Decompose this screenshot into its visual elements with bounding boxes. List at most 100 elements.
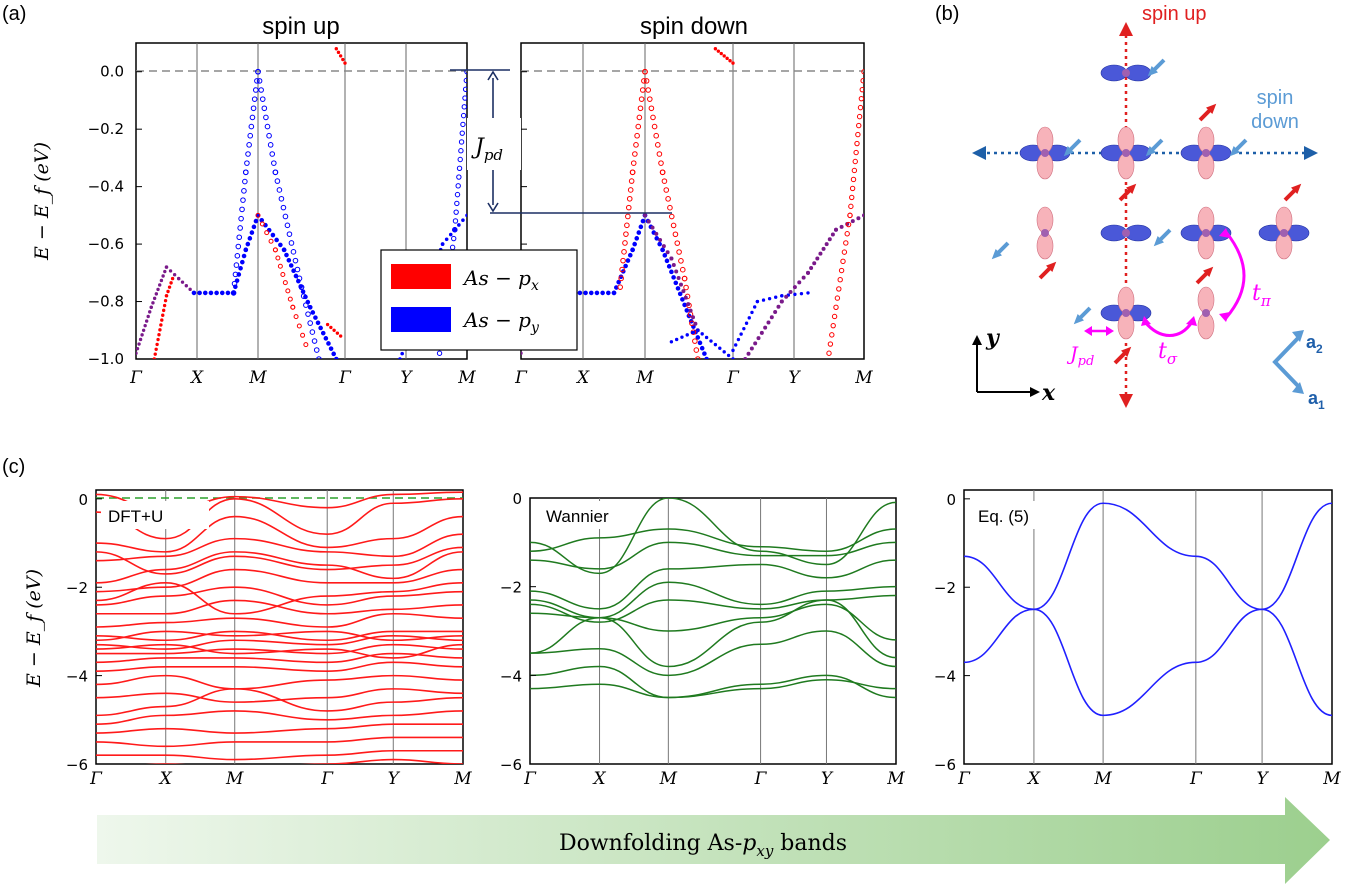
band-point bbox=[249, 114, 256, 121]
band-point bbox=[267, 142, 274, 148]
orbital-center bbox=[1041, 229, 1049, 237]
panel-a-ktick-left: Y bbox=[400, 368, 413, 388]
band-point bbox=[241, 253, 247, 259]
band-point bbox=[316, 356, 322, 359]
band-point bbox=[692, 338, 698, 344]
axis-y-label: y bbox=[985, 325, 1001, 351]
band-point bbox=[461, 218, 465, 222]
ktick-label: X bbox=[158, 769, 173, 789]
band-point bbox=[303, 342, 309, 348]
band-point bbox=[750, 310, 754, 315]
panel-c3-frame bbox=[963, 489, 1333, 765]
dft-tag: DFT+U bbox=[108, 507, 163, 526]
band-line bbox=[96, 551, 463, 584]
band-point bbox=[219, 290, 225, 296]
band-point bbox=[834, 227, 838, 232]
band-point bbox=[761, 298, 766, 302]
panel-a-ytick-label: 0.0 bbox=[100, 63, 124, 81]
band-point bbox=[821, 246, 826, 251]
band-point bbox=[255, 68, 261, 75]
band-point bbox=[180, 280, 185, 284]
band-point bbox=[286, 231, 293, 237]
t-sigma-arc bbox=[1143, 321, 1194, 337]
band-point bbox=[141, 328, 146, 332]
band-point bbox=[255, 212, 261, 218]
spin-up-label: spin up bbox=[1142, 3, 1207, 25]
panel-c1-bands bbox=[96, 491, 463, 764]
band-point bbox=[840, 258, 846, 265]
band-point bbox=[675, 286, 681, 291]
band-point bbox=[294, 266, 301, 273]
band-point bbox=[164, 265, 169, 269]
ktick-label: Γ bbox=[320, 769, 334, 789]
band-point bbox=[739, 332, 743, 336]
band-point bbox=[334, 356, 339, 359]
panel-a: spin up spin down E − E_f (eV) 0.0 −0.2 −0… bbox=[31, 13, 873, 388]
band-point bbox=[331, 351, 336, 357]
band-point bbox=[246, 142, 252, 148]
band-point bbox=[660, 247, 665, 253]
band-point bbox=[238, 215, 244, 222]
t-pi-arc bbox=[1224, 231, 1246, 319]
band-point bbox=[788, 289, 793, 294]
band-point bbox=[177, 276, 181, 281]
band-point bbox=[658, 237, 663, 242]
ktick-label: X bbox=[591, 769, 606, 789]
band-point bbox=[690, 330, 695, 335]
band-point bbox=[755, 299, 760, 304]
band-line bbox=[530, 559, 896, 610]
band-point bbox=[686, 302, 691, 307]
band-point bbox=[621, 249, 627, 255]
band-line bbox=[96, 688, 463, 717]
band-point bbox=[341, 57, 345, 62]
band-point bbox=[163, 269, 167, 274]
ktick-label: M bbox=[225, 769, 244, 789]
band-point bbox=[801, 275, 806, 280]
band-point bbox=[676, 276, 681, 281]
panel-b: spin up spin down tπ tσ Jpd x y a2 bbox=[972, 3, 1325, 412]
legend-swatch-py bbox=[391, 307, 451, 332]
ktick-label: Y bbox=[821, 769, 834, 789]
ktick-label: M bbox=[1093, 769, 1112, 789]
band-point bbox=[681, 289, 686, 294]
band-point bbox=[806, 270, 810, 275]
band-point bbox=[623, 263, 628, 269]
orbital-center bbox=[1202, 309, 1210, 317]
band-point bbox=[685, 333, 689, 337]
band-point bbox=[151, 301, 155, 305]
band-point bbox=[282, 213, 289, 220]
band-point bbox=[650, 225, 655, 230]
band-point bbox=[674, 337, 679, 342]
ktick-label: M bbox=[886, 769, 905, 789]
panel-a-title-spin-down: spin down bbox=[640, 13, 748, 40]
band-point bbox=[293, 314, 299, 320]
band-point bbox=[286, 257, 292, 263]
band-point bbox=[588, 290, 594, 296]
panel-a-kticks: Γ ΓX XM MΓ ΓY YM M bbox=[129, 368, 873, 388]
band-point bbox=[160, 318, 164, 322]
band-line bbox=[96, 586, 463, 606]
band-point bbox=[296, 323, 302, 329]
orbital-center bbox=[1280, 229, 1288, 237]
band-point bbox=[290, 249, 297, 255]
wannier-tag-bg bbox=[540, 501, 636, 529]
band-point bbox=[232, 271, 239, 278]
band-point bbox=[400, 351, 404, 356]
band-point bbox=[734, 343, 738, 347]
band-point bbox=[277, 263, 283, 269]
band-point bbox=[709, 339, 713, 343]
band-point bbox=[278, 195, 285, 202]
band-point bbox=[298, 284, 305, 290]
band-point bbox=[774, 295, 778, 299]
band-point bbox=[166, 289, 170, 294]
band-point bbox=[838, 267, 845, 274]
band-line bbox=[96, 630, 463, 642]
band-point bbox=[240, 197, 246, 203]
band-line bbox=[96, 582, 463, 615]
band-point bbox=[693, 321, 698, 326]
band-point bbox=[834, 295, 841, 301]
band-point bbox=[460, 121, 466, 128]
band-point bbox=[184, 284, 189, 288]
band-point bbox=[749, 346, 754, 351]
band-point bbox=[444, 237, 449, 242]
